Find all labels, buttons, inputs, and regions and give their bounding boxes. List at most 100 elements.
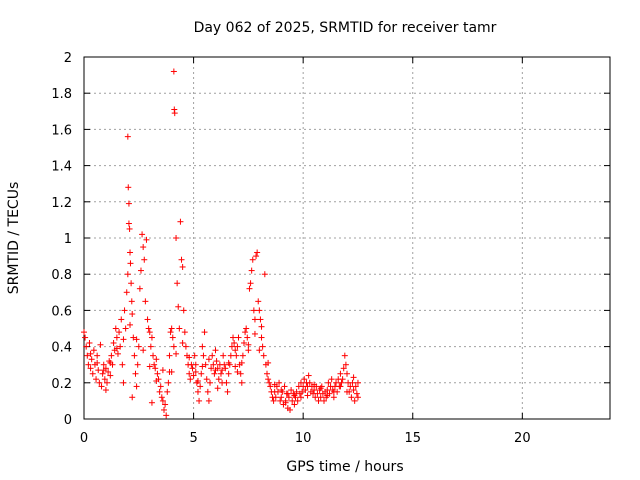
data-point [349,379,356,386]
data-point [237,370,244,377]
data-point [354,379,361,386]
data-point [330,394,337,401]
data-point [211,370,218,377]
data-point [120,379,127,386]
data-point [233,352,240,359]
grid-lines [84,57,610,419]
data-point [126,225,133,232]
data-point [158,394,165,401]
data-point [259,343,266,350]
data-point [192,361,199,368]
data-point [135,343,142,350]
data-point [205,397,212,404]
data-point [219,367,226,374]
data-point [311,387,318,394]
x-tick-label: 10 [295,431,312,446]
data-point [127,321,134,328]
data-point [291,392,298,399]
data-point [272,394,279,401]
data-point [87,350,94,357]
data-point [134,361,141,368]
x-tick-label: 20 [514,431,531,446]
data-point [82,334,89,341]
data-point [305,372,312,379]
data-point [224,388,231,395]
data-point [113,345,120,352]
data-point [341,352,348,359]
data-point [347,383,354,390]
data-point [150,352,157,359]
data-point [260,352,267,359]
data-point [167,329,174,336]
data-point [210,361,217,368]
data-point [350,374,357,381]
data-point [187,376,194,383]
data-point [132,370,139,377]
data-point [258,323,265,330]
data-point [235,334,242,341]
data-point [238,379,245,386]
data-point [197,383,204,390]
data-point [337,370,344,377]
data-point [104,379,111,386]
data-point [354,394,361,401]
data-point [271,381,278,388]
data-point [87,365,94,372]
data-point [234,368,241,375]
data-point [94,359,101,366]
data-point [159,397,166,404]
data-point [203,376,210,383]
data-point [243,325,250,332]
data-point [166,352,173,359]
data-point [128,298,135,305]
data-point [227,352,234,359]
data-point [294,397,301,404]
data-point [265,376,272,383]
data-point [234,343,241,350]
y-tick-label: 1.4 [51,160,72,175]
y-axis-label: SRMTID / TECUs [6,182,22,295]
y-tick-label: 0.4 [51,341,72,356]
data-point [105,368,112,375]
data-point [136,285,143,292]
data-point [285,394,292,401]
data-points [81,68,361,419]
data-point [156,388,163,395]
data-point [248,267,255,274]
data-point [304,392,311,399]
data-point [124,271,131,278]
data-point [201,329,208,336]
data-point [196,397,203,404]
data-point [344,388,350,395]
data-point [102,387,109,394]
data-point [230,334,237,341]
data-point [168,368,175,375]
data-point [148,334,155,341]
x-tick-labels: 0 5 10 15 20 [80,431,531,446]
data-point [120,336,127,343]
data-point [266,379,273,386]
data-point [314,390,321,397]
data-point [225,370,232,377]
data-point [100,367,107,374]
data-point [221,361,228,368]
data-point [125,220,132,227]
data-point [86,339,93,346]
data-point [127,249,134,256]
data-point [194,388,201,395]
data-point [205,356,212,363]
axis-ticks [83,56,610,420]
data-point [116,329,123,336]
data-point [81,329,87,336]
data-point [153,377,160,384]
data-point [89,370,96,377]
data-point [96,379,103,386]
data-point [192,368,199,375]
data-point [190,372,197,379]
data-point [163,412,170,419]
data-point [251,316,258,323]
data-point [125,200,132,207]
data-point [129,394,136,401]
data-point [212,367,219,374]
